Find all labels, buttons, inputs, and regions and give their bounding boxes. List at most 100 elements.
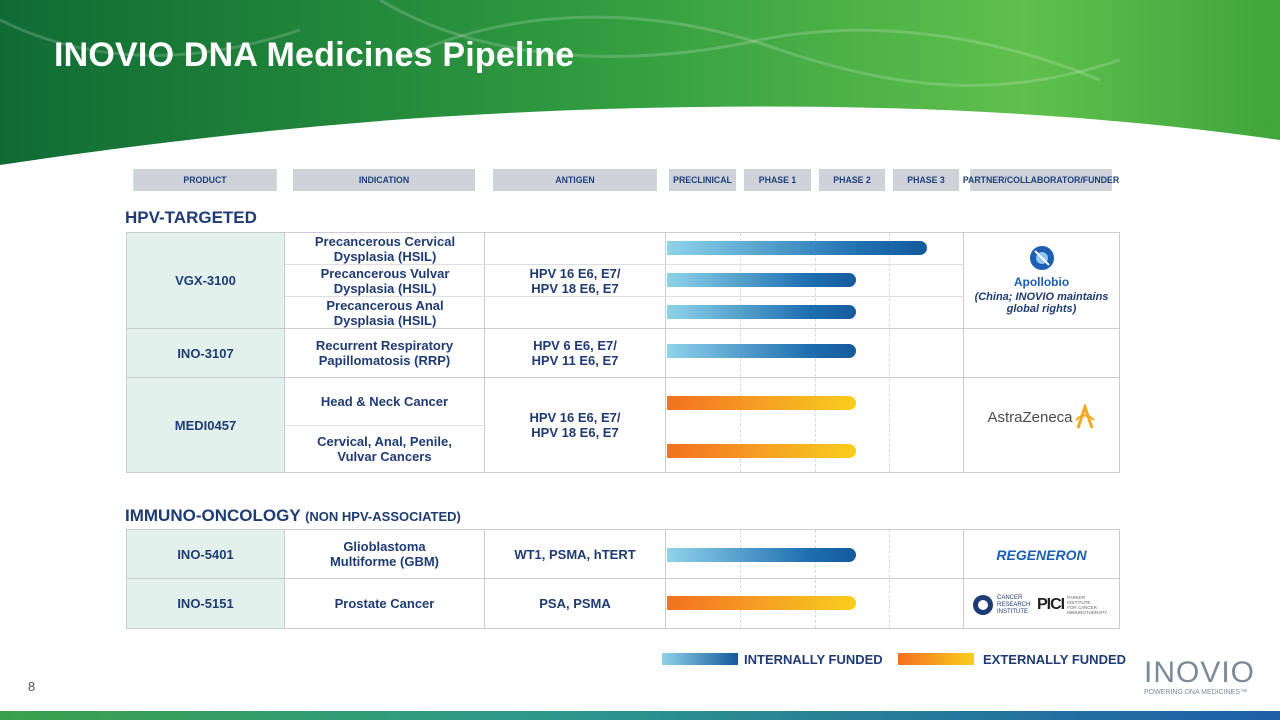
header-partner: PARTNER/COLLABORATOR/FUNDER [963, 169, 1119, 191]
row-divider [126, 377, 1120, 378]
indication-line: Papillomatosis (RRP) [318, 353, 451, 368]
section-title-immuno-oncology: IMMUNO-ONCOLOGY (NON HPV-ASSOCIATED) [125, 506, 461, 526]
progress-bar-internal [667, 305, 856, 319]
footer-strip [0, 711, 1280, 720]
indication-cell: Recurrent Respiratory Papillomatosis (RR… [285, 329, 484, 377]
row-divider [126, 578, 1120, 579]
apollobio-logo-icon [1029, 246, 1054, 270]
legend-label-external: EXTERNALLY FUNDED [983, 652, 1127, 667]
section-title: IMMUNO-ONCOLOGY [125, 506, 301, 525]
astrazeneca-logo-icon [1074, 404, 1095, 429]
product-cell: INO-5401 [127, 530, 284, 578]
cri-logo-icon [973, 595, 993, 615]
product-cell: INO-5151 [127, 579, 284, 628]
header-phase-2: PHASE 2 [818, 169, 886, 191]
product-cell: MEDI0457 [127, 378, 284, 472]
row-divider [285, 425, 485, 426]
partner-note: global rights) [1006, 303, 1077, 315]
section-title-hpv: HPV-TARGETED [125, 208, 257, 227]
logo-wordmark: INOVIO [1144, 656, 1256, 689]
section-subtitle: (NON HPV-ASSOCIATED) [305, 509, 461, 524]
column-divider [484, 529, 485, 629]
pici-logo: PICI [1037, 596, 1065, 613]
header-indication: INDICATION [292, 169, 476, 191]
indication-cell: Prostate Cancer [334, 596, 435, 611]
column-divider [284, 232, 285, 473]
progress-bar-internal [667, 273, 856, 287]
indication-cell: Glioblastoma Multiforme (GBM) [285, 530, 484, 578]
page-title: INOVIO DNA Medicines Pipeline [54, 36, 575, 74]
antigen-line: HPV 18 E6, E7 [531, 425, 619, 440]
cri-line: CANCER [997, 594, 1023, 601]
indication-cell: Precancerous Cervical Dysplasia (HSIL) [314, 234, 456, 264]
product-cell: INO-3107 [127, 329, 284, 377]
header-preclinical: PRECLINICAL [668, 169, 737, 191]
indication-cell: Precancerous Anal Dysplasia (HSIL) [326, 297, 444, 328]
cri-line: INSTITUTE [997, 608, 1028, 615]
cri-label: CANCER RESEARCH INSTITUTE [997, 595, 1035, 616]
header-banner [0, 0, 1280, 165]
antigen-cell: HPV 16 E6, E7/ HPV 18 E6, E7 [485, 233, 665, 328]
column-divider [665, 232, 666, 473]
pici-line: INSTITUTE [1067, 600, 1091, 605]
immuno-oncology-table [126, 529, 1120, 629]
cri-line: RESEARCH [997, 601, 1031, 608]
phase-gridline [889, 233, 890, 472]
indication-line: Glioblastoma [343, 539, 426, 554]
pici-line: FOR CANCER [1067, 605, 1097, 610]
column-divider [963, 232, 964, 473]
header-phase-1: PHASE 1 [743, 169, 812, 191]
partner-regeneron: REGENERON [996, 547, 1087, 563]
phase-gridline [740, 530, 741, 628]
progress-bar-external [667, 396, 856, 410]
partner-name: Apollobio [1013, 275, 1070, 289]
column-divider [484, 232, 485, 473]
partner-astrazeneca: AstraZeneca [964, 404, 1119, 430]
antigen-line: HPV 16 E6, E7/ [529, 410, 621, 425]
legend-label-internal: INTERNALLY FUNDED [744, 652, 883, 667]
row-divider [285, 264, 964, 265]
antigen-line: HPV 11 E6, E7 [531, 353, 619, 368]
indication-line: Vulvar Cancers [337, 449, 432, 464]
partner-apollobio: Apollobio (China; INOVIO maintains globa… [964, 243, 1119, 315]
antigen-cell: HPV 16 E6, E7/ HPV 18 E6, E7 [485, 378, 665, 472]
pici-label: PARKER INSTITUTE FOR CANCER IMMUNOTHERAP… [1067, 595, 1109, 615]
indication-cell: Head & Neck Cancer [320, 394, 449, 409]
partner-name: AstraZeneca [987, 408, 1073, 426]
progress-bar-internal [667, 241, 927, 255]
partner-cri-pici: CANCER RESEARCH INSTITUTE PICI PARKER IN… [972, 592, 1117, 618]
antigen-line: HPV 18 E6, E7 [531, 280, 619, 296]
row-divider [126, 328, 1120, 329]
partner-note: (China; INOVIO maintains [974, 291, 1109, 303]
column-divider [665, 529, 666, 629]
page-number: 8 [28, 679, 36, 694]
header-antigen: ANTIGEN [493, 169, 657, 191]
inovio-logo: INOVIO POWERING DNA MEDICINES™ [1144, 656, 1256, 697]
antigen-cell: PSA, PSMA [539, 596, 611, 611]
progress-bar-internal [667, 344, 856, 358]
antigen-cell: WT1, PSMA, hTERT [514, 546, 636, 562]
progress-bar-external [667, 444, 856, 458]
indication-cell: Cervical, Anal, Penile, Vulvar Cancers [285, 426, 484, 472]
indication-line: Multiforme (GBM) [329, 554, 440, 569]
antigen-line: HPV 6 E6, E7/ [533, 338, 617, 353]
indication-line: Recurrent Respiratory [315, 338, 454, 353]
hpv-table [126, 232, 1120, 473]
antigen-cell: HPV 6 E6, E7/ HPV 11 E6, E7 [485, 329, 665, 377]
progress-bar-external [667, 596, 856, 610]
antigen-line: HPV 16 E6, E7/ [529, 265, 621, 281]
pici-line: IMMUNOTHERAPY [1067, 610, 1108, 615]
header-phase-3: PHASE 3 [892, 169, 960, 191]
product-cell: VGX-3100 [127, 233, 284, 328]
dna-helix-decoration [0, 0, 1121, 87]
logo-tagline: POWERING DNA MEDICINES™ [1144, 689, 1248, 696]
pici-line: PARKER [1067, 595, 1086, 600]
progress-bar-internal [667, 548, 856, 562]
row-divider [285, 296, 964, 297]
column-divider [284, 529, 285, 629]
column-divider [963, 529, 964, 629]
legend-swatch-internal [662, 653, 738, 665]
legend-swatch-external [898, 653, 974, 665]
header-product: PRODUCT [133, 169, 277, 191]
phase-gridline [815, 530, 816, 628]
